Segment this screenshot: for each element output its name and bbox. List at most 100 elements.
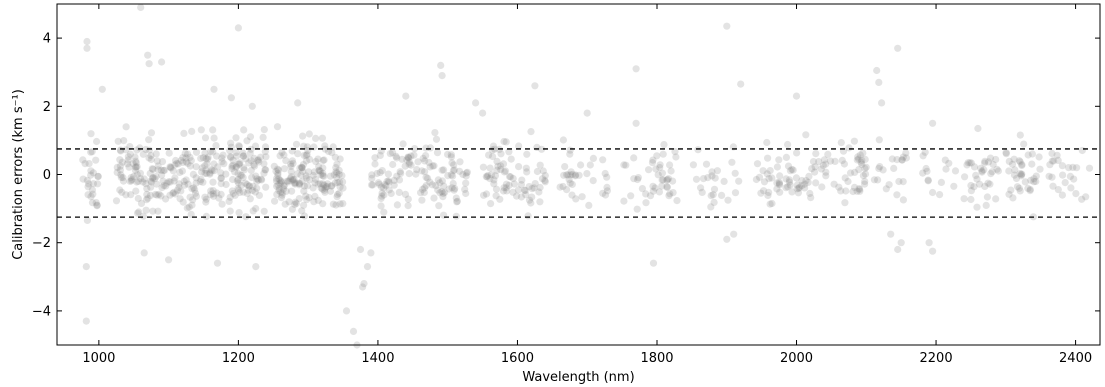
data-point: [586, 161, 594, 169]
data-point: [158, 184, 166, 192]
data-point: [145, 60, 153, 68]
data-point: [393, 154, 401, 162]
data-point: [710, 185, 719, 193]
data-point: [702, 160, 711, 168]
data-point: [888, 155, 896, 163]
data-point: [759, 167, 767, 175]
data-point: [776, 172, 784, 180]
data-point: [870, 176, 879, 184]
data-point: [181, 149, 189, 157]
data-point: [133, 146, 141, 154]
data-point: [763, 170, 771, 178]
data-point: [342, 307, 351, 315]
x-tick-label: 1000: [82, 351, 115, 366]
data-point: [236, 159, 244, 167]
data-point: [1013, 183, 1022, 191]
data-point: [326, 172, 334, 180]
data-point: [1028, 150, 1036, 158]
data-point: [251, 188, 259, 196]
data-point: [169, 189, 177, 197]
data-point: [792, 174, 801, 182]
data-point: [127, 191, 135, 199]
data-point: [428, 181, 436, 189]
data-point: [505, 172, 514, 181]
data-point: [253, 175, 261, 183]
data-point: [1024, 184, 1032, 192]
data-point: [320, 186, 328, 194]
data-point: [633, 205, 641, 213]
data-point: [298, 164, 306, 172]
data-point: [233, 177, 241, 185]
data-point: [708, 172, 716, 180]
data-point: [523, 168, 531, 176]
data-point: [119, 174, 127, 182]
data-point: [113, 163, 121, 171]
data-point: [692, 175, 701, 183]
data-point: [422, 144, 430, 152]
data-point: [812, 150, 820, 158]
data-point: [319, 169, 327, 177]
data-point: [363, 263, 372, 271]
data-point: [398, 155, 406, 163]
data-point: [124, 153, 132, 161]
data-point: [510, 180, 518, 188]
data-point: [994, 167, 1003, 175]
data-point: [273, 175, 281, 183]
data-point: [277, 177, 285, 185]
data-point: [486, 164, 494, 172]
data-point: [435, 202, 443, 210]
data-point: [1016, 187, 1024, 195]
data-point: [83, 176, 91, 184]
data-point: [899, 178, 907, 186]
data-point: [671, 148, 679, 156]
data-point: [272, 167, 280, 175]
data-point: [158, 58, 166, 66]
data-point: [239, 173, 247, 181]
data-point: [127, 177, 135, 185]
x-tick-label: 1600: [501, 351, 534, 366]
data-point: [973, 175, 981, 183]
data-point: [198, 164, 206, 172]
data-point: [257, 153, 265, 161]
data-point: [82, 317, 90, 325]
data-point: [371, 160, 379, 168]
data-point: [1018, 160, 1026, 169]
data-point: [599, 156, 607, 164]
data-point: [188, 127, 196, 135]
data-point: [445, 185, 453, 193]
data-point: [899, 153, 907, 161]
data-point: [950, 182, 958, 190]
data-point: [320, 156, 328, 164]
data-point: [984, 179, 992, 187]
data-point: [130, 172, 138, 180]
data-point: [92, 156, 100, 164]
data-point: [417, 189, 425, 197]
data-point: [132, 163, 140, 171]
data-point: [296, 180, 304, 188]
data-point: [290, 179, 299, 187]
data-point: [393, 172, 401, 180]
data-point: [132, 159, 140, 167]
data-point: [332, 164, 340, 172]
data-point: [773, 179, 781, 187]
data-point: [405, 170, 413, 178]
data-point: [541, 176, 549, 185]
data-point: [84, 191, 92, 199]
data-point: [117, 173, 125, 181]
data-point: [1048, 157, 1056, 165]
data-point: [89, 190, 97, 198]
data-point: [786, 167, 795, 175]
data-point: [937, 178, 946, 186]
data-point: [967, 187, 976, 195]
data-point: [981, 159, 989, 167]
data-point: [490, 180, 498, 188]
data-point: [438, 188, 446, 196]
data-point: [285, 198, 293, 206]
data-point: [331, 179, 339, 187]
data-point: [315, 162, 323, 171]
data-point: [169, 167, 177, 175]
data-point: [374, 179, 383, 187]
data-point: [1066, 172, 1074, 180]
data-point: [175, 183, 183, 191]
data-point: [276, 180, 284, 188]
